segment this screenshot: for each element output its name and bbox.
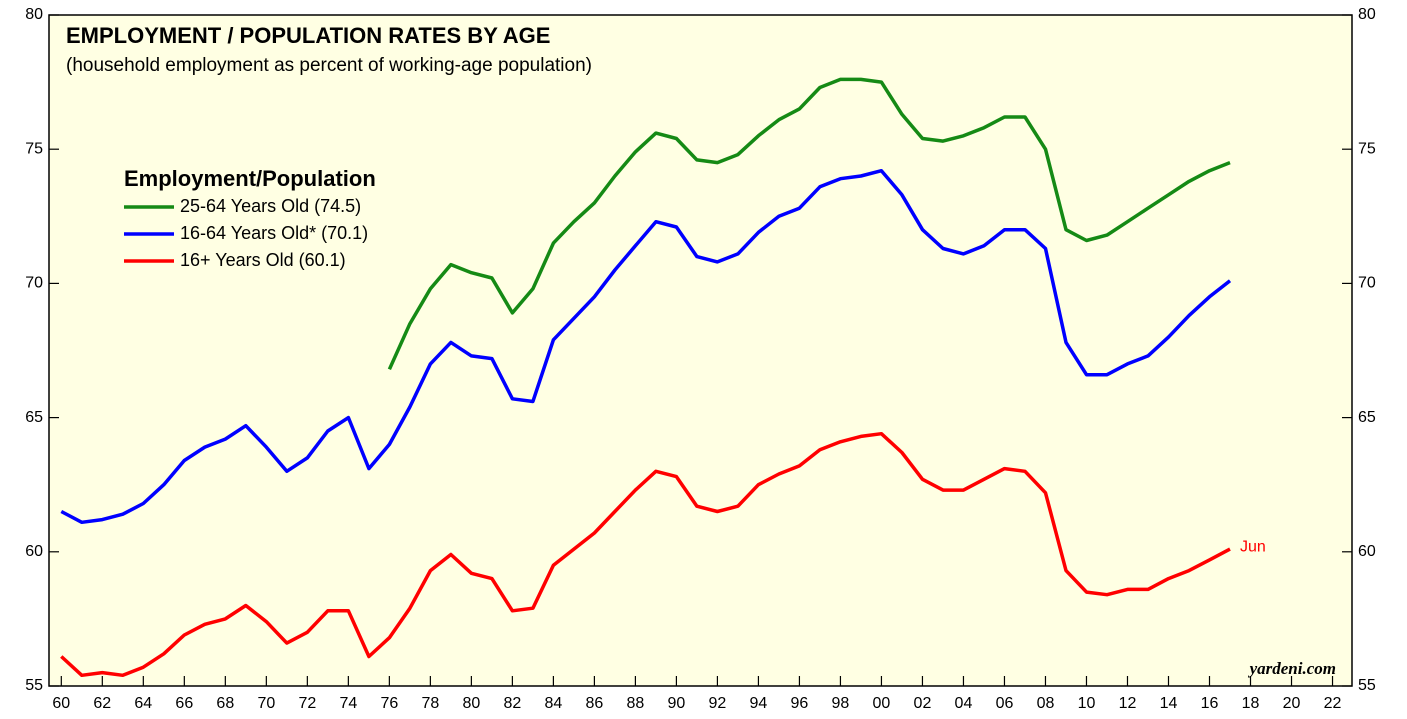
y-tick-label: 60 bbox=[25, 543, 43, 560]
x-tick-label: 06 bbox=[996, 695, 1014, 712]
x-tick-label: 92 bbox=[709, 695, 727, 712]
x-tick-label: 72 bbox=[298, 695, 316, 712]
x-tick-label: 88 bbox=[627, 695, 645, 712]
y2-tick-label: 70 bbox=[1358, 275, 1376, 292]
legend-title: Employment/Population bbox=[124, 166, 376, 191]
series-line bbox=[60, 168, 1232, 525]
x-tick-label: 66 bbox=[175, 695, 193, 712]
credit: yardeni.com bbox=[1248, 659, 1336, 678]
x-tick-label: 10 bbox=[1078, 695, 1096, 712]
chart-title: EMPLOYMENT / POPULATION RATES BY AGE bbox=[66, 23, 550, 48]
x-tick-label: 64 bbox=[134, 695, 152, 712]
x-tick-label: 86 bbox=[585, 695, 603, 712]
legend-label: 16-64 Years Old* (70.1) bbox=[180, 223, 368, 243]
x-tick-label: 14 bbox=[1160, 695, 1178, 712]
x-tick-label: 08 bbox=[1037, 695, 1055, 712]
y-tick-label: 70 bbox=[25, 275, 43, 292]
x-tick-label: 12 bbox=[1119, 695, 1137, 712]
y2-tick-label: 80 bbox=[1358, 6, 1376, 23]
x-tick-label: 02 bbox=[914, 695, 932, 712]
x-tick-label: 18 bbox=[1242, 695, 1260, 712]
y-tick-label: 65 bbox=[25, 409, 43, 426]
series-line bbox=[387, 77, 1231, 371]
x-tick-label: 22 bbox=[1324, 695, 1342, 712]
legend-label: 25-64 Years Old (74.5) bbox=[180, 196, 361, 216]
x-tick-label: 74 bbox=[339, 695, 357, 712]
x-tick-label: 20 bbox=[1283, 695, 1301, 712]
x-tick-label: 84 bbox=[544, 695, 562, 712]
x-tick-label: 60 bbox=[52, 695, 70, 712]
x-tick-label: 00 bbox=[873, 695, 891, 712]
x-tick-label: 76 bbox=[380, 695, 398, 712]
x-tick-label: 70 bbox=[257, 695, 275, 712]
x-tick-label: 82 bbox=[503, 695, 521, 712]
x-tick-label: 78 bbox=[421, 695, 439, 712]
chart-subtitle: (household employment as percent of work… bbox=[66, 55, 592, 76]
x-tick-label: 98 bbox=[832, 695, 850, 712]
legend-label: 16+ Years Old (60.1) bbox=[180, 250, 346, 270]
y-tick-label: 75 bbox=[25, 140, 43, 157]
x-tick-label: 68 bbox=[216, 695, 234, 712]
x-tick-label: 62 bbox=[93, 695, 111, 712]
x-tick-label: 16 bbox=[1201, 695, 1219, 712]
x-tick-label: 90 bbox=[668, 695, 686, 712]
x-tick-label: 96 bbox=[791, 695, 809, 712]
y2-tick-label: 55 bbox=[1358, 677, 1376, 694]
y2-tick-label: 75 bbox=[1358, 140, 1376, 157]
y-tick-label: 80 bbox=[25, 6, 43, 23]
x-tick-label: 94 bbox=[750, 695, 768, 712]
plot-area bbox=[48, 14, 1353, 687]
y2-tick-label: 60 bbox=[1358, 543, 1376, 560]
y2-tick-label: 65 bbox=[1358, 409, 1376, 426]
series-line bbox=[60, 431, 1231, 678]
x-tick-label: 80 bbox=[462, 695, 480, 712]
x-tick-label: 04 bbox=[955, 695, 973, 712]
y-tick-label: 55 bbox=[25, 677, 43, 694]
annotation: Jun bbox=[1240, 538, 1266, 555]
